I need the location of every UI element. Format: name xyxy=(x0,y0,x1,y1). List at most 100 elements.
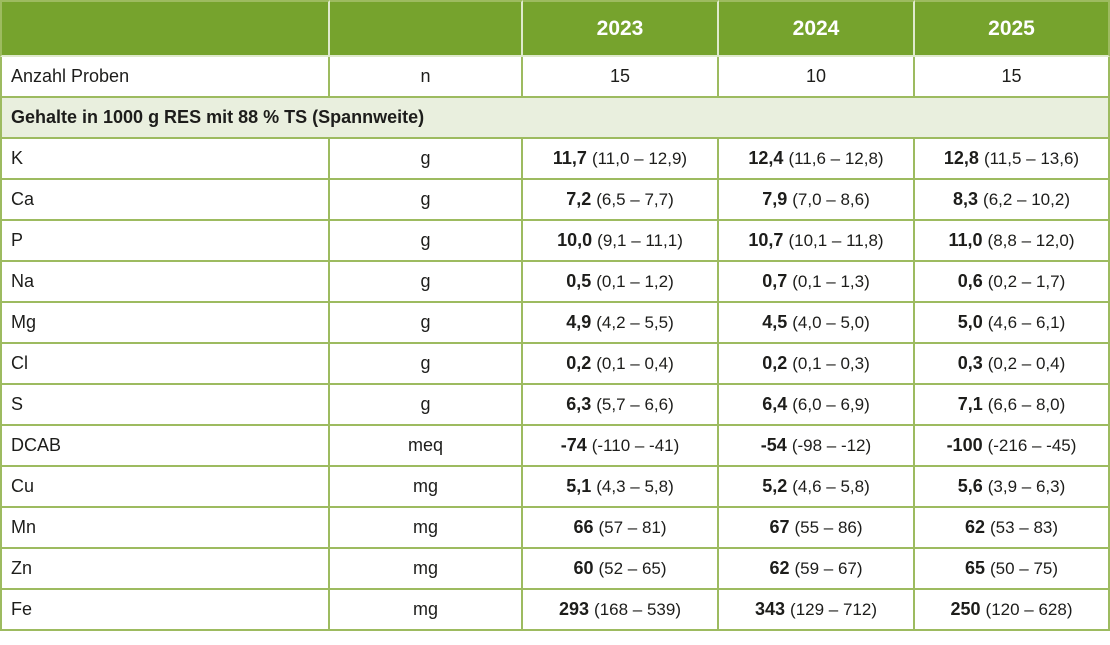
range-value: (50 – 75) xyxy=(989,559,1059,578)
section-header-row: Gehalte in 1000 g RES mit 88 % TS (Spann… xyxy=(0,98,1110,139)
range-value: (120 – 628) xyxy=(985,600,1073,619)
range-value: (4,2 – 5,5) xyxy=(596,313,674,332)
mean-value: 5,1 xyxy=(566,476,592,496)
range-value: (9,1 – 11,1) xyxy=(597,231,683,250)
row-label: Zn xyxy=(0,549,330,590)
range-value: (7,0 – 8,6) xyxy=(792,190,870,209)
row-label: Na xyxy=(0,262,330,303)
value-cell: 60 (52 – 65) xyxy=(523,549,719,590)
value-cell: 11,0 (8,8 – 12,0) xyxy=(915,221,1110,262)
mean-value: 5,2 xyxy=(762,476,788,496)
row-label: DCAB xyxy=(0,426,330,467)
mean-value: 0,7 xyxy=(762,271,788,291)
mean-value: 0,2 xyxy=(762,353,788,373)
row-unit: g xyxy=(330,344,523,385)
value-cell: 250 (120 – 628) xyxy=(915,590,1110,631)
range-value: (11,0 – 12,9) xyxy=(591,149,688,168)
range-value: (4,0 – 5,0) xyxy=(792,313,870,332)
range-value: (0,1 – 0,3) xyxy=(792,354,870,373)
range-value: (53 – 83) xyxy=(989,518,1059,537)
mean-value: 0,6 xyxy=(957,271,983,291)
range-value: (0,1 – 1,3) xyxy=(792,272,870,291)
value-cell: 7,9 (7,0 – 8,6) xyxy=(719,180,915,221)
mean-value: 67 xyxy=(769,517,790,537)
range-value: (57 – 81) xyxy=(598,518,667,537)
mean-value: 343 xyxy=(755,599,786,619)
table-row: Mn mg 66 (57 – 81) 67 (55 – 86) 62 (53 – 83) xyxy=(0,508,1110,549)
mean-value: 7,9 xyxy=(762,189,788,209)
value-cell: 343 (129 – 712) xyxy=(719,590,915,631)
mean-value: 65 xyxy=(964,558,985,578)
mean-value: 12,4 xyxy=(748,148,784,168)
value-cell: 5,1 (4,3 – 5,8) xyxy=(523,467,719,508)
year-header-2023: 2023 xyxy=(523,0,719,57)
mean-value: 62 xyxy=(964,517,985,537)
year-header-row: 2023 2024 2025 xyxy=(0,0,1110,57)
value-cell: 6,4 (6,0 – 6,9) xyxy=(719,385,915,426)
table-row: Zn mg 60 (52 – 65) 62 (59 – 67) 65 (50 – 75) xyxy=(0,549,1110,590)
value-cell: 7,1 (6,6 – 8,0) xyxy=(915,385,1110,426)
value-cell: -100 (-216 – -45) xyxy=(915,426,1110,467)
sample-count-label: Anzahl Proben xyxy=(0,57,330,98)
value-cell: 12,8 (11,5 – 13,6) xyxy=(915,139,1110,180)
range-value: (6,6 – 8,0) xyxy=(987,395,1066,414)
row-label: S xyxy=(0,385,330,426)
row-unit: g xyxy=(330,262,523,303)
range-value: (-98 – -12) xyxy=(791,436,872,455)
value-cell: 11,7 (11,0 – 12,9) xyxy=(523,139,719,180)
mean-value: 0,2 xyxy=(566,353,592,373)
table-row: Ca g 7,2 (6,5 – 7,7) 7,9 (7,0 – 8,6) 8,3 (6,2 –… xyxy=(0,180,1110,221)
range-value: (4,6 – 5,8) xyxy=(792,477,870,496)
range-value: (0,2 – 0,4) xyxy=(987,354,1066,373)
mean-value: 11,0 xyxy=(948,230,983,250)
value-cell: 293 (168 – 539) xyxy=(523,590,719,631)
mean-value: 62 xyxy=(769,558,790,578)
range-value: (59 – 67) xyxy=(794,559,863,578)
mean-value: 6,3 xyxy=(566,394,592,414)
value-cell: 0,6 (0,2 – 1,7) xyxy=(915,262,1110,303)
row-label: Fe xyxy=(0,590,330,631)
value-cell: 0,5 (0,1 – 1,2) xyxy=(523,262,719,303)
value-cell: -54 (-98 – -12) xyxy=(719,426,915,467)
sample-count-2023: 15 xyxy=(523,57,719,98)
mean-value: -74 xyxy=(560,435,587,455)
row-unit: g xyxy=(330,303,523,344)
range-value: (52 – 65) xyxy=(598,559,667,578)
value-cell: 66 (57 – 81) xyxy=(523,508,719,549)
row-unit: mg xyxy=(330,508,523,549)
range-value: (6,0 – 6,9) xyxy=(792,395,870,414)
mean-value: 66 xyxy=(573,517,594,537)
range-value: (4,6 – 6,1) xyxy=(987,313,1066,332)
mean-value: 5,6 xyxy=(957,476,983,496)
section-title: Gehalte in 1000 g RES mit 88 % TS (Spann… xyxy=(0,98,1110,139)
value-cell: 4,5 (4,0 – 5,0) xyxy=(719,303,915,344)
value-cell: 8,3 (6,2 – 10,2) xyxy=(915,180,1110,221)
mean-value: 10,7 xyxy=(748,230,784,250)
table-row: Mg g 4,9 (4,2 – 5,5) 4,5 (4,0 – 5,0) 5,0 (4,6 –… xyxy=(0,303,1110,344)
range-value: (8,8 – 12,0) xyxy=(987,231,1075,250)
range-value: (10,1 – 11,8) xyxy=(788,231,884,250)
row-unit: g xyxy=(330,221,523,262)
range-value: (0,2 – 1,7) xyxy=(987,272,1066,291)
table-row: Cl g 0,2 (0,1 – 0,4) 0,2 (0,1 – 0,3) 0,3 (0,2 –… xyxy=(0,344,1110,385)
value-cell: 0,2 (0,1 – 0,3) xyxy=(719,344,915,385)
sample-count-2024: 10 xyxy=(719,57,915,98)
table-row: Cu mg 5,1 (4,3 – 5,8) 5,2 (4,6 – 5,8) 5,6 (3,9 … xyxy=(0,467,1110,508)
range-value: (6,2 – 10,2) xyxy=(983,190,1070,209)
table-row: Na g 0,5 (0,1 – 1,2) 0,7 (0,1 – 1,3) 0,6 (0,2 –… xyxy=(0,262,1110,303)
range-value: (5,7 – 6,6) xyxy=(596,395,674,414)
range-value: (3,9 – 6,3) xyxy=(987,477,1066,496)
row-label: K xyxy=(0,139,330,180)
value-cell: 10,0 (9,1 – 11,1) xyxy=(523,221,719,262)
range-value: (4,3 – 5,8) xyxy=(596,477,674,496)
row-label: Mn xyxy=(0,508,330,549)
value-cell: 0,7 (0,1 – 1,3) xyxy=(719,262,915,303)
row-unit: g xyxy=(330,139,523,180)
row-label: Mg xyxy=(0,303,330,344)
year-header-2024: 2024 xyxy=(719,0,915,57)
table-row: DCAB meq -74 (-110 – -41) -54 (-98 – -12) -100… xyxy=(0,426,1110,467)
mean-value: 5,0 xyxy=(957,312,983,332)
mean-value: -100 xyxy=(946,435,983,455)
